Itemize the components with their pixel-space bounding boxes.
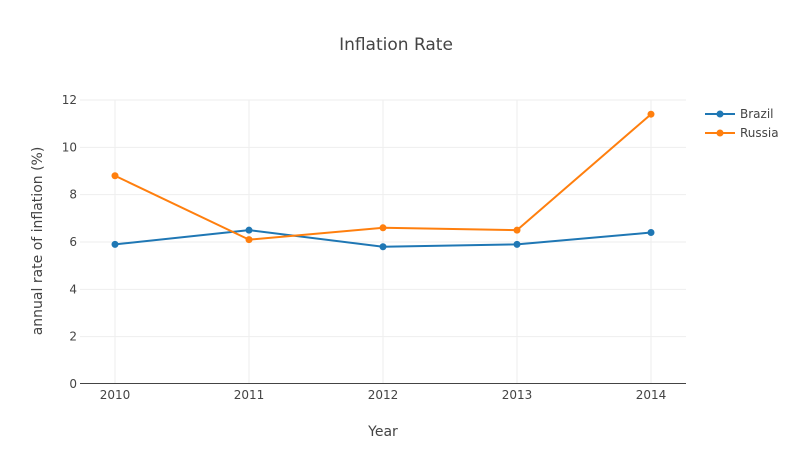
x-tick-label: 2013: [502, 388, 533, 402]
legend-item-brazil[interactable]: Brazil: [705, 107, 774, 121]
data-point-brazil: [647, 229, 655, 237]
y-tick-label: 10: [62, 140, 77, 154]
y-tick-label: 4: [69, 282, 77, 296]
legend-swatch-marker: [716, 110, 724, 118]
gridlines: [80, 99, 686, 384]
x-tick-label: 2010: [100, 388, 131, 402]
y-tick-label: 12: [62, 93, 77, 107]
y-tick-labels: 0 2 4 6 8 10 12: [62, 93, 77, 391]
x-tick-label: 2012: [368, 388, 399, 402]
data-point-brazil: [379, 243, 387, 251]
data-point-brazil: [245, 226, 253, 234]
chart-title: Inflation Rate: [339, 35, 453, 55]
legend-item-russia[interactable]: Russia: [705, 126, 779, 140]
legend-label: Russia: [740, 126, 779, 140]
legend-swatch-marker: [716, 129, 724, 137]
legend[interactable]: Brazil Russia: [705, 107, 779, 140]
legend-label: Brazil: [740, 107, 774, 121]
y-tick-label: 6: [69, 235, 77, 249]
series-russia: [111, 110, 655, 244]
series-brazil: [111, 226, 655, 251]
x-axis-title: Year: [367, 424, 398, 440]
data-point-russia: [647, 110, 655, 118]
data-point-brazil: [513, 240, 521, 248]
data-point-russia: [513, 226, 521, 234]
data-point-russia: [111, 172, 119, 180]
y-tick-label: 0: [69, 377, 77, 391]
data-point-russia: [245, 236, 253, 244]
x-tick-label: 2014: [636, 388, 667, 402]
y-tick-label: 2: [69, 330, 77, 344]
y-tick-label: 8: [69, 188, 77, 202]
x-tick-label: 2011: [234, 388, 265, 402]
series-group: [111, 110, 655, 251]
data-point-russia: [379, 224, 387, 232]
data-point-brazil: [111, 240, 119, 248]
y-axis-title: annual rate of inflation (%): [30, 147, 46, 336]
x-tick-labels: 2010 2011 2012 2013 2014: [100, 388, 667, 402]
